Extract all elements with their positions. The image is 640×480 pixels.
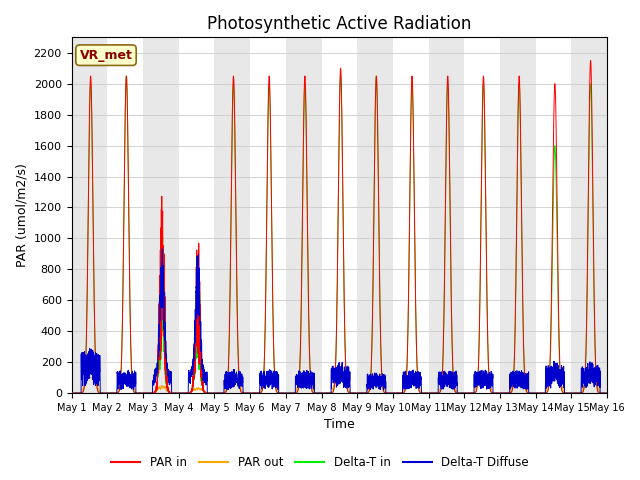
Bar [286, 37, 321, 393]
Bar [572, 37, 607, 393]
Bar [500, 37, 536, 393]
Text: VR_met: VR_met [79, 48, 132, 62]
Bar [214, 37, 250, 393]
Bar [143, 37, 179, 393]
Bar [72, 37, 108, 393]
Bar [429, 37, 465, 393]
Bar [357, 37, 393, 393]
Legend: PAR in, PAR out, Delta-T in, Delta-T Diffuse: PAR in, PAR out, Delta-T in, Delta-T Dif… [106, 452, 534, 474]
X-axis label: Time: Time [324, 419, 355, 432]
Title: Photosynthetic Active Radiation: Photosynthetic Active Radiation [207, 15, 472, 33]
Y-axis label: PAR (umol/m2/s): PAR (umol/m2/s) [15, 163, 28, 267]
